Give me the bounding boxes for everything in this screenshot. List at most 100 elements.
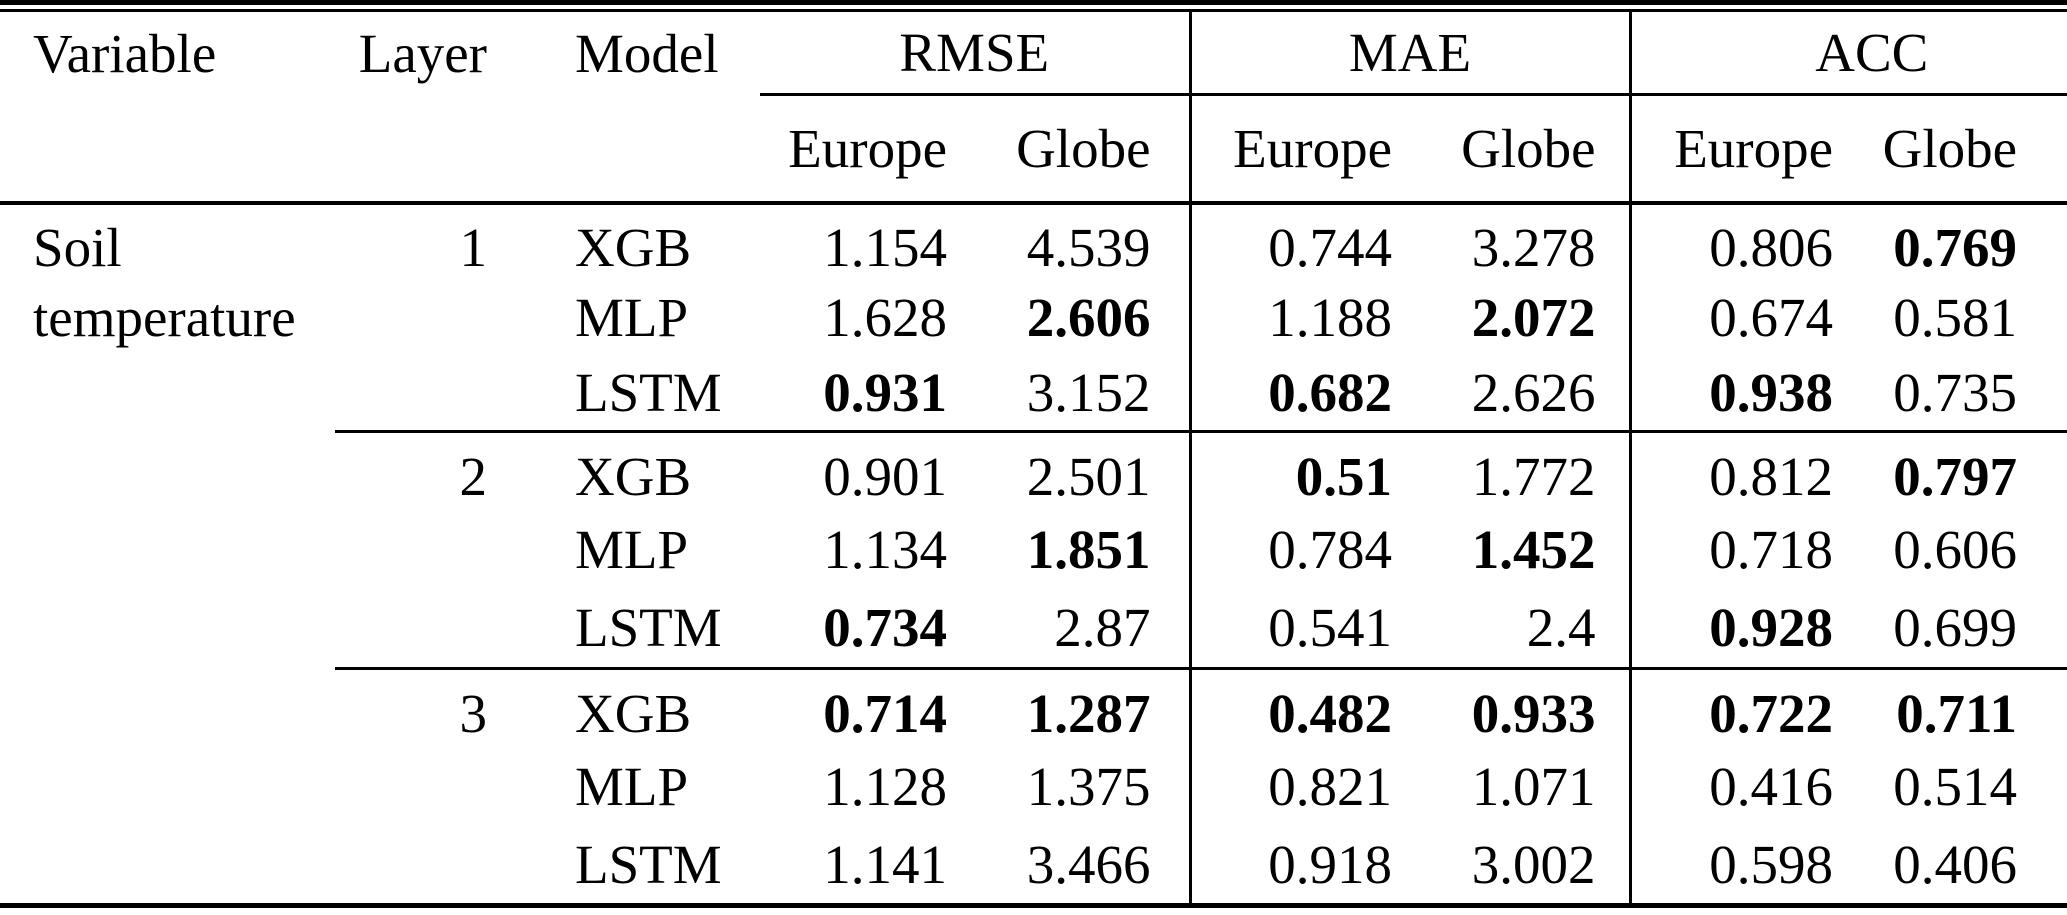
header-spacer-layer bbox=[335, 94, 490, 205]
header-variable: Variable bbox=[33, 22, 217, 84]
header-spacer-model bbox=[490, 94, 760, 205]
model-cell: MLP bbox=[575, 519, 689, 580]
header-rmse-europe: Europe bbox=[760, 94, 950, 205]
header-group-rmse: RMSE bbox=[760, 12, 1190, 96]
table-row-layer2-lstm: LSTM 0.734 2.87 0.541 2.4 0.928 0.699 bbox=[0, 589, 2067, 668]
value-cell: 1.071 bbox=[1471, 756, 1596, 817]
value-cell: 0.482 bbox=[1188, 666, 1400, 747]
value-cell: 2.4 bbox=[1526, 597, 1596, 659]
layer-cell bbox=[335, 355, 490, 431]
model-cell: MLP bbox=[575, 756, 689, 817]
value-cell: 1.134 bbox=[823, 519, 947, 580]
value-cell: 1.628 bbox=[823, 286, 947, 348]
model-cell: XGB bbox=[490, 666, 760, 747]
value-cell: 0.931 bbox=[823, 361, 947, 423]
value-cell: 1.772 bbox=[1400, 429, 1631, 510]
value-cell: 0.806 bbox=[1628, 203, 1846, 279]
value-cell: 1.128 bbox=[823, 756, 947, 817]
value-cell: 2.626 bbox=[1471, 361, 1596, 423]
value-cell: 0.797 bbox=[1845, 429, 2067, 510]
value-cell: 0.928 bbox=[1628, 589, 1846, 668]
value-cell: 0.812 bbox=[1628, 429, 1846, 510]
layer-cell bbox=[335, 747, 490, 826]
variable-cell bbox=[0, 826, 335, 905]
layer-cell: 1 bbox=[459, 216, 488, 278]
value-cell: 2.606 bbox=[1026, 286, 1151, 348]
value-cell: 1.452 bbox=[1471, 519, 1596, 580]
value-cell: 3.152 bbox=[1026, 361, 1151, 423]
value-cell: 2.87 bbox=[1054, 597, 1151, 659]
value-cell: 0.901 bbox=[760, 429, 950, 510]
header-group-acc: ACC bbox=[1628, 12, 2067, 96]
table-row-layer2-xgb: 2 XGB 0.901 2.501 0.51 1.772 0.812 0.797 bbox=[0, 429, 2067, 510]
variable-cell bbox=[0, 747, 335, 826]
value-cell: 1.287 bbox=[950, 666, 1190, 747]
value-cell: 0.918 bbox=[1188, 826, 1400, 905]
table-row-layer1-mlp: temperature MLP 1.628 2.606 1.188 2.072 … bbox=[0, 279, 2067, 355]
value-cell: 0.674 bbox=[1628, 279, 1846, 355]
value-cell: 1.141 bbox=[823, 833, 947, 895]
value-cell: 1.851 bbox=[1026, 519, 1151, 580]
header-acc-globe: Globe bbox=[1845, 94, 2067, 205]
value-cell: 0.784 bbox=[1188, 510, 1400, 589]
variable-cell bbox=[0, 589, 335, 668]
value-cell: 4.539 bbox=[1026, 216, 1151, 278]
model-cell: LSTM bbox=[575, 833, 722, 895]
value-cell: 0.406 bbox=[1893, 833, 2018, 895]
value-cell: 0.598 bbox=[1628, 826, 1846, 905]
header-row-regions: Europe Globe Europe Globe Europe Globe bbox=[0, 94, 2067, 205]
top-rule-thick bbox=[0, 0, 2067, 5]
header-spacer-variable bbox=[0, 94, 335, 205]
header-model: Model bbox=[575, 22, 719, 84]
model-cell: XGB bbox=[575, 216, 692, 278]
header-rmse-globe: Globe bbox=[950, 94, 1190, 205]
results-table: Variable Layer Model RMSE MAE ACC Europe… bbox=[0, 12, 2067, 908]
value-cell: 0.682 bbox=[1188, 355, 1400, 431]
layer-cell bbox=[335, 589, 490, 668]
value-cell: 0.769 bbox=[1893, 216, 2018, 278]
value-cell: 0.821 bbox=[1188, 747, 1400, 826]
variable-cell bbox=[0, 355, 335, 431]
table-row-layer3-lstm: LSTM 1.141 3.466 0.918 3.002 0.598 0.406 bbox=[0, 826, 2067, 905]
layer-cell bbox=[335, 279, 490, 355]
table-row-layer1-xgb: Soil 1 XGB 1.154 4.539 0.744 3.278 0.806… bbox=[0, 203, 2067, 279]
header-group-mae: MAE bbox=[1188, 12, 1631, 96]
value-cell: 1.154 bbox=[823, 216, 947, 278]
header-mae-globe: Globe bbox=[1400, 94, 1631, 205]
variable-cell bbox=[0, 668, 335, 747]
header-mae-europe: Europe bbox=[1188, 94, 1400, 205]
value-cell: 0.541 bbox=[1188, 589, 1400, 668]
value-cell: 0.718 bbox=[1628, 510, 1846, 589]
value-cell: 3.002 bbox=[1471, 833, 1596, 895]
value-cell: 0.606 bbox=[1893, 519, 2018, 580]
value-cell: 3.278 bbox=[1471, 216, 1596, 278]
table-row-layer2-mlp: MLP 1.134 1.851 0.784 1.452 0.718 0.606 bbox=[0, 510, 2067, 589]
value-cell: 1.188 bbox=[1188, 279, 1400, 355]
layer-cell: 3 bbox=[335, 666, 490, 747]
value-cell: 0.514 bbox=[1893, 756, 2018, 817]
value-cell: 0.722 bbox=[1628, 666, 1846, 747]
value-cell: 0.51 bbox=[1188, 429, 1400, 510]
header-acc-europe: Europe bbox=[1628, 94, 1846, 205]
value-cell: 0.933 bbox=[1400, 666, 1631, 747]
value-cell: 2.072 bbox=[1471, 286, 1596, 348]
variable-cell bbox=[0, 510, 335, 589]
value-cell: 0.735 bbox=[1893, 361, 2018, 423]
header-layer: Layer bbox=[358, 22, 487, 84]
value-cell: 0.581 bbox=[1893, 286, 2018, 348]
value-cell: 0.938 bbox=[1628, 355, 1846, 431]
value-cell: 0.699 bbox=[1893, 597, 2018, 659]
model-cell: XGB bbox=[490, 429, 760, 510]
model-cell: LSTM bbox=[575, 361, 722, 423]
table-row-layer1-lstm: LSTM 0.931 3.152 0.682 2.626 0.938 0.735 bbox=[0, 355, 2067, 431]
value-cell: 0.416 bbox=[1628, 747, 1846, 826]
layer-cell bbox=[335, 510, 490, 589]
value-cell: 0.711 bbox=[1845, 666, 2067, 747]
layer-cell: 2 bbox=[335, 429, 490, 510]
value-cell: 0.714 bbox=[760, 666, 950, 747]
value-cell: 0.744 bbox=[1188, 203, 1400, 279]
value-cell: 3.466 bbox=[1026, 833, 1151, 895]
variable-cell: temperature bbox=[33, 286, 296, 348]
value-cell: 0.734 bbox=[823, 597, 947, 659]
variable-cell bbox=[0, 431, 335, 510]
